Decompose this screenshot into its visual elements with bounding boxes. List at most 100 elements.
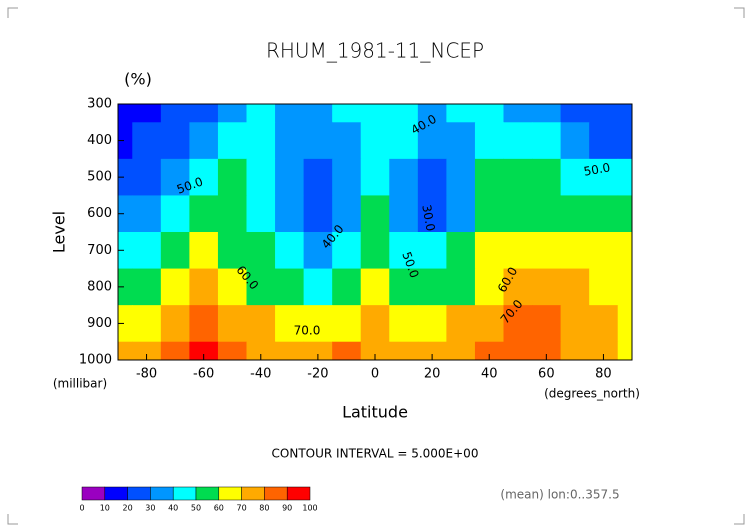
y-tick-label: 800 [87, 279, 112, 294]
contour-cell [503, 268, 533, 306]
colorbar-label: 80 [259, 504, 269, 513]
contour-cell [360, 122, 390, 160]
contour-cell [560, 268, 590, 306]
contour-cell [332, 268, 362, 306]
contour-cell [446, 122, 476, 160]
x-tick-label: 60 [538, 367, 555, 382]
contour-cell [417, 341, 447, 361]
contour-cell [275, 158, 305, 196]
x-tick-label: -80 [136, 367, 157, 382]
contour-cell [332, 195, 362, 233]
contour-cell [503, 305, 533, 343]
contour-cell [503, 232, 533, 270]
contour-cell [446, 232, 476, 270]
contour-cell [474, 122, 504, 160]
contour-cell [503, 122, 533, 160]
contour-cell [246, 158, 276, 196]
colorbar-swatch [127, 486, 151, 501]
contour-cell [332, 232, 362, 270]
y-axis-label: Level [50, 211, 69, 253]
x-tick-label: -40 [250, 367, 271, 382]
contour-cell [189, 104, 219, 123]
y-tick-label: 300 [87, 97, 112, 112]
contour-cell [532, 122, 562, 160]
contour-cell [303, 232, 333, 270]
contour-cell [589, 158, 619, 196]
contour-cell [589, 232, 619, 270]
contour-cell [389, 104, 419, 123]
contour-cell [275, 195, 305, 233]
units: (%) [124, 70, 152, 89]
y-tick-label: 700 [87, 243, 112, 258]
contour-cell [503, 158, 533, 196]
colorbar-swatch [81, 486, 106, 501]
contour-cell [189, 195, 219, 233]
contour-interval-note: CONTOUR INTERVAL = 5.000E+00 [272, 447, 479, 461]
y-tick-label: 500 [87, 170, 112, 185]
contour-cell [532, 104, 562, 123]
contour-cell [246, 268, 276, 306]
contour-cell [474, 104, 504, 123]
contour-cell [118, 158, 133, 196]
colorbar-swatch [241, 486, 265, 501]
contour-field [118, 104, 633, 361]
contour-cell [217, 195, 247, 233]
contour-cell [332, 104, 362, 123]
contour-cell [360, 268, 390, 306]
contour-cell [132, 268, 162, 306]
contour-cell [589, 341, 619, 361]
contour-cell [246, 341, 276, 361]
contour-cell [275, 232, 305, 270]
contour-cell [389, 158, 419, 196]
contour-label: 30.0 [419, 204, 437, 233]
contour-cell [474, 158, 504, 196]
chart-title: RHUM_1981-11_NCEP [266, 39, 484, 63]
colorbar-label: 90 [282, 504, 292, 513]
contour-cell [118, 122, 133, 160]
contour-cell [617, 195, 633, 233]
contour-cell [118, 232, 133, 270]
contour-cell [189, 341, 219, 361]
contour-cell [417, 232, 447, 270]
contour-cell [503, 341, 533, 361]
y-tick-label: 600 [87, 206, 112, 221]
x-axis-unit: (degrees_north) [544, 387, 640, 401]
contour-cell [446, 158, 476, 196]
x-tick-label: 0 [371, 367, 379, 382]
contour-cell [560, 104, 590, 123]
contour-cell [332, 122, 362, 160]
contour-cell [332, 305, 362, 343]
contour-cell [303, 268, 333, 306]
contour-cell [160, 158, 190, 196]
contour-cell [560, 195, 590, 233]
contour-cell [275, 305, 305, 343]
footer-note: (mean) lon:0..357.5 [500, 488, 619, 502]
contour-cell [417, 122, 447, 160]
contour-cell [532, 268, 562, 306]
contour-cell [446, 268, 476, 306]
contour-cell [217, 122, 247, 160]
contour-cell [275, 104, 305, 123]
contour-cell [217, 341, 247, 361]
x-tick-label: -60 [193, 367, 214, 382]
colorbar-label: 70 [237, 504, 247, 513]
contour-cell [189, 305, 219, 343]
contour-cell [389, 195, 419, 233]
contour-cell [132, 104, 162, 123]
x-tick-label: 40 [481, 367, 498, 382]
contour-cell [589, 268, 619, 306]
x-tick-label: 80 [595, 367, 612, 382]
contour-cell [560, 232, 590, 270]
contour-cell [446, 305, 476, 343]
contour-cell [589, 195, 619, 233]
contour-cell [532, 232, 562, 270]
contour-cell [503, 195, 533, 233]
contour-cell [389, 232, 419, 270]
contour-cell [617, 122, 633, 160]
contour-cell [246, 195, 276, 233]
contour-cell [446, 195, 476, 233]
colorbar-swatch [150, 486, 174, 501]
contour-cell [503, 104, 533, 123]
contour-cell [246, 232, 276, 270]
contour-cell [118, 305, 133, 343]
